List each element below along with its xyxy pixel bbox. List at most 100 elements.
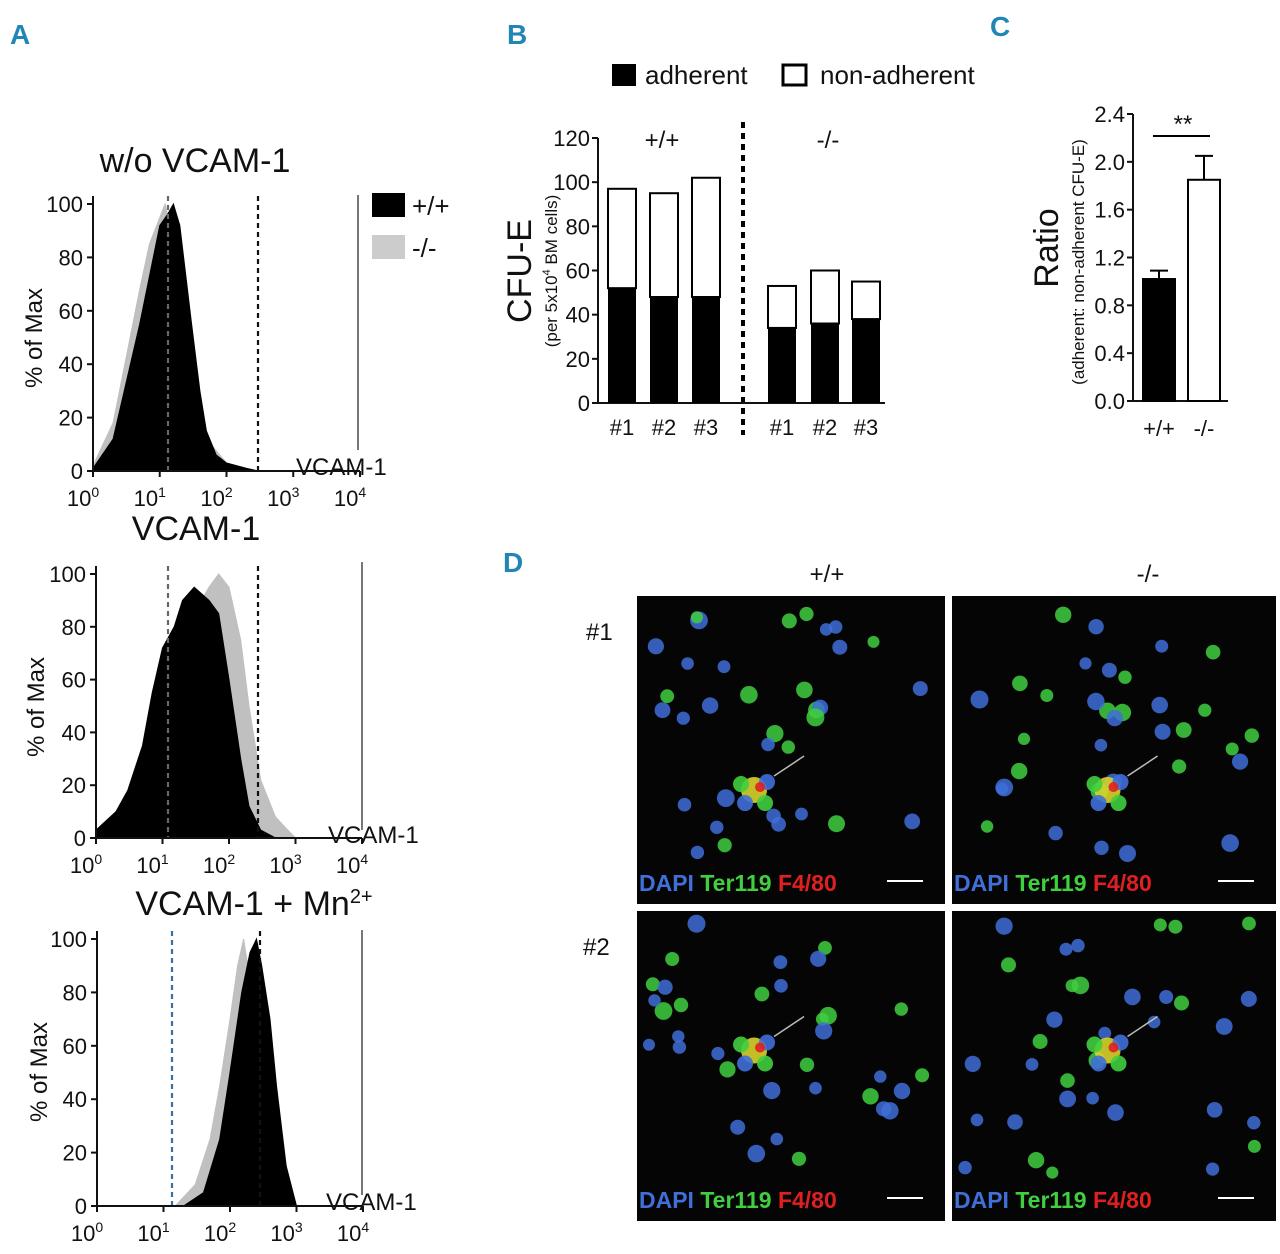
ter119-cell xyxy=(1175,722,1192,738)
stain-label-dapi: DAPI xyxy=(639,870,700,896)
erythroblastic-island-cell xyxy=(733,1036,750,1053)
dapi-nucleus xyxy=(672,1040,687,1054)
ter119-cell xyxy=(1060,1073,1075,1088)
dapi-nucleus xyxy=(970,1113,984,1127)
erythroblastic-island-cell xyxy=(733,776,750,793)
erythroblastic-island-cell xyxy=(1090,795,1107,812)
y-tick-label: 20 xyxy=(566,347,590,372)
dapi-nucleus xyxy=(1071,938,1085,953)
x-tick-label: 103 xyxy=(267,484,299,511)
stacked-bar-chart: adherent non-adherent CFU-E (per 5x104 B… xyxy=(501,60,975,440)
ter119-cell xyxy=(1065,979,1079,993)
y-tick-label: 0 xyxy=(75,1194,87,1219)
x-tick-exponent: 2 xyxy=(225,484,233,500)
legend-swatch-ko xyxy=(372,235,405,259)
dapi-nucleus xyxy=(771,816,786,832)
legend-label-ko: -/- xyxy=(412,233,437,263)
column-label-wt: +/+ xyxy=(810,561,845,588)
y-tick-label: 0.0 xyxy=(1094,389,1125,414)
bar-non-adherent xyxy=(691,176,721,298)
erythroblastic-island-cell xyxy=(737,1055,754,1072)
x-tick-label: #1 xyxy=(770,415,794,440)
ter119-cell xyxy=(673,997,689,1013)
ter119-cell xyxy=(1198,703,1212,717)
ter119-cell xyxy=(1046,1166,1059,1179)
x-tick-label: #3 xyxy=(854,415,878,440)
ter119-cell xyxy=(799,1057,815,1073)
dapi-nucleus xyxy=(747,1144,766,1163)
dapi-nucleus xyxy=(1101,662,1117,678)
dapi-nucleus xyxy=(893,1082,911,1100)
dapi-nucleus xyxy=(1106,709,1123,727)
dapi-nucleus xyxy=(773,955,788,969)
bar-adherent xyxy=(650,297,678,403)
histogram-series-wt xyxy=(181,937,298,1207)
ter119-cell xyxy=(719,1061,736,1078)
y-axis-label: % of Max xyxy=(26,1022,53,1122)
dapi-nucleus xyxy=(676,711,690,725)
x-tick-exponent: 4 xyxy=(358,484,366,500)
erythroblastic-island-cell xyxy=(1110,1055,1127,1072)
y-tick-label: 40 xyxy=(63,1087,87,1112)
dapi-nucleus xyxy=(648,994,661,1007)
ter119-cell xyxy=(980,820,994,833)
bar-wt xyxy=(1142,278,1176,402)
y-tick-label: 80 xyxy=(63,980,87,1005)
stain-label-ter119: Ter119 xyxy=(1015,1187,1093,1213)
x-tick-label: #3 xyxy=(694,415,718,440)
y-tick-label: 20 xyxy=(59,406,83,431)
x-tick-exponent: 1 xyxy=(162,1219,170,1235)
legend-label-adherent: adherent xyxy=(645,60,748,90)
stain-label-dapi: DAPI xyxy=(639,1187,700,1213)
x-tick-exponent: 3 xyxy=(292,484,300,500)
erythroblastic-island-cell xyxy=(1090,1055,1107,1072)
legend-label-wt: +/+ xyxy=(412,191,450,221)
dapi-nucleus xyxy=(1232,753,1249,770)
x-tick-exponent: 0 xyxy=(94,851,102,867)
ter119-cell xyxy=(819,1006,837,1025)
panel-label-a: A xyxy=(10,19,30,50)
ter119-cell xyxy=(1168,919,1183,934)
pointer-line xyxy=(1127,755,1158,777)
y-tick-label: 1.2 xyxy=(1094,246,1125,271)
row-label-2: #2 xyxy=(583,934,610,961)
dapi-nucleus xyxy=(677,797,692,812)
micrograph-background xyxy=(637,911,945,1221)
dapi-nucleus xyxy=(774,979,788,993)
x-tick-label: #2 xyxy=(652,415,676,440)
y-tick-label: 1.6 xyxy=(1094,198,1125,223)
histogram-series-wt xyxy=(92,202,259,472)
legend-swatch-non-adherent xyxy=(781,63,808,87)
dapi-nucleus xyxy=(1215,1018,1233,1035)
ter119-cell xyxy=(1011,762,1028,780)
dapi-nucleus xyxy=(1240,990,1257,1007)
x-tick-label: 100 xyxy=(70,851,102,878)
y-tick-label: 60 xyxy=(62,668,86,693)
dapi-nucleus xyxy=(647,638,665,655)
y-tick-label: 100 xyxy=(46,192,83,217)
stain-legend: DAPI Ter119 F4/80 xyxy=(639,1187,837,1213)
ter119-cell xyxy=(828,815,845,833)
y-tick-label: 60 xyxy=(63,1034,87,1059)
bar-ko xyxy=(1187,178,1221,402)
histogram-vcam-mn: VCAM-1 + Mn2+ % of Max VCAM-1 0204060801… xyxy=(26,885,417,1246)
histogram-no-vcam: w/o VCAM-1 % of Max VCAM-1 0204060801001… xyxy=(21,142,387,511)
dapi-nucleus xyxy=(770,1132,784,1146)
row-label-1: #1 xyxy=(586,619,613,646)
y-tick-label: 100 xyxy=(50,927,87,952)
dapi-nucleus xyxy=(1094,840,1109,855)
stain-label-f480: F4/80 xyxy=(1093,1187,1152,1213)
pointer-line xyxy=(773,755,805,777)
ter119-cell xyxy=(1055,606,1072,623)
ter119-cell xyxy=(717,838,732,853)
bar-non-adherent xyxy=(851,280,881,321)
bar-adherent xyxy=(852,319,880,403)
y-axis-label-main: CFU-E xyxy=(501,219,539,323)
ratio-bar-chart: Ratio (adherent: non-adherent CFU-E) ** … xyxy=(1028,102,1228,441)
micrograph-tile-4: DAPI Ter119 F4/80 xyxy=(952,911,1276,1221)
dapi-nucleus xyxy=(711,1046,725,1061)
ter119-cell xyxy=(791,1151,807,1166)
micrograph-tile-1: DAPI Ter119 F4/80 xyxy=(637,596,945,904)
y-tick-label: 40 xyxy=(62,720,86,745)
x-tick-exponent: 2 xyxy=(227,851,235,867)
